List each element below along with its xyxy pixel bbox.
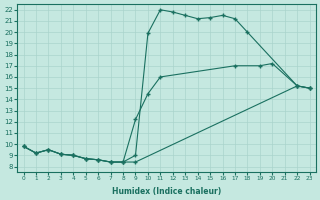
X-axis label: Humidex (Indice chaleur): Humidex (Indice chaleur) xyxy=(112,187,221,196)
